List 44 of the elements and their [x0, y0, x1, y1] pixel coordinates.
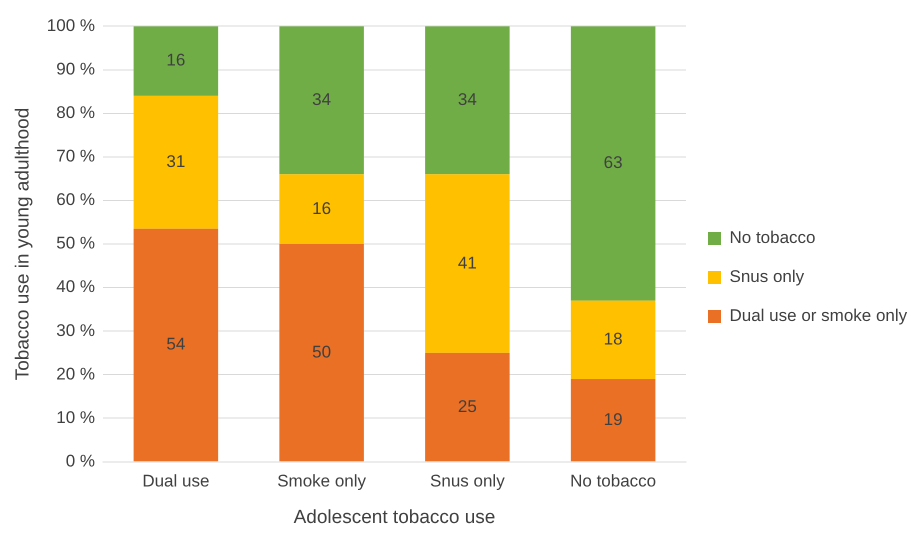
x-tick-label: Smoke only	[277, 472, 367, 491]
legend-label: Dual use or smoke only	[730, 306, 908, 326]
data-label: 16	[166, 50, 186, 70]
bar	[134, 228, 218, 462]
bar	[425, 352, 510, 462]
data-label: 34	[312, 90, 332, 109]
bar	[134, 26, 218, 96]
y-tick-label: 80 %	[56, 103, 96, 122]
y-tick-label: 10 %	[56, 408, 96, 427]
bar	[425, 174, 510, 353]
y-tick-label: 30 %	[56, 320, 96, 340]
x-axis-title: Adolescent tobacco use	[294, 506, 496, 528]
data-label: 19	[604, 410, 623, 429]
data-label: 50	[312, 342, 332, 362]
y-tick-label: 40 %	[56, 277, 96, 296]
data-label: 63	[604, 153, 623, 172]
bar	[425, 26, 510, 174]
x-tick-label: Snus only	[430, 472, 506, 491]
bar	[570, 26, 656, 301]
x-tick-label: Dual use	[142, 472, 210, 491]
y-tick-label: 70 %	[56, 146, 96, 166]
y-tick-label: 50 %	[56, 234, 96, 253]
legend-label: No tobacco	[730, 228, 816, 248]
data-label: 34	[458, 90, 477, 109]
data-label: 54	[166, 334, 186, 354]
bar	[570, 300, 656, 380]
y-tick-label: 90 %	[56, 59, 96, 78]
data-label: 31	[166, 152, 186, 172]
data-label: 41	[458, 253, 477, 272]
y-tick-label: 100 %	[46, 16, 96, 35]
data-label: 16	[312, 198, 332, 218]
data-label: 25	[458, 396, 477, 416]
bar	[279, 174, 364, 244]
data-label: 18	[604, 330, 623, 349]
bar	[279, 26, 364, 174]
y-tick-label: 0 %	[66, 451, 96, 470]
bar	[570, 379, 656, 462]
y-axis-title: Tobacco use in young adulthood	[12, 108, 34, 380]
y-tick-label: 20 %	[56, 364, 96, 384]
bar	[279, 244, 364, 462]
y-tick-label: 60 %	[56, 190, 96, 210]
bar	[134, 96, 218, 229]
x-tick-label: No tobacco	[570, 472, 656, 491]
legend-label: Snus only	[730, 267, 805, 286]
